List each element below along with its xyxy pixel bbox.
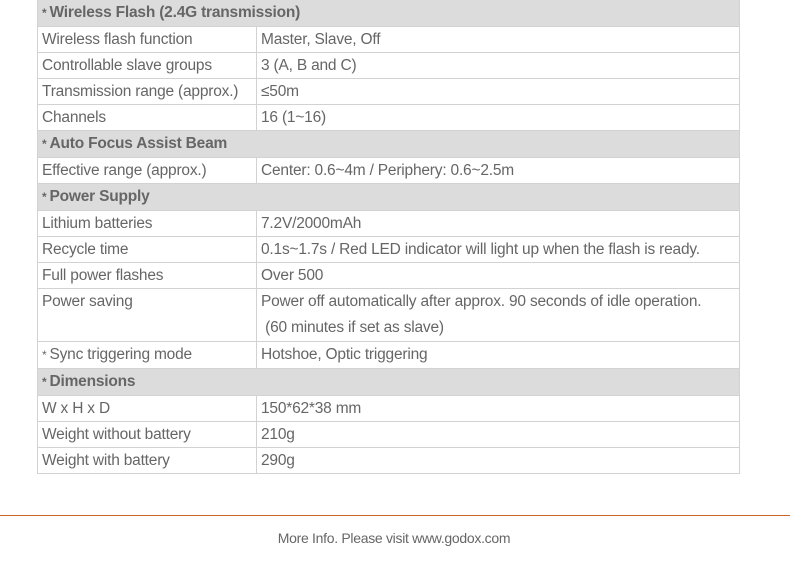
table-row: * Sync triggering mode Hotshoe, Optic trig… [37, 341, 740, 369]
table-row: Recycle time 0.1s~1.7s / Red LED indicato… [37, 236, 740, 263]
spec-value: 16 (1~16) [256, 104, 740, 131]
spec-label: Full power flashes [37, 262, 257, 289]
section-header-power-supply: * Power Supply [37, 183, 740, 211]
spec-value: 290g [256, 447, 740, 474]
section-title: Dimensions [49, 373, 136, 390]
table-row: Full power flashes Over 500 [37, 262, 740, 289]
spec-value: Master, Slave, Off [256, 26, 740, 53]
table-row: Weight with battery 290g [37, 447, 740, 474]
spec-label-text: Sync triggering mode [49, 346, 192, 363]
spec-label: Wireless flash function [37, 26, 257, 53]
bullet-star: * [42, 137, 47, 151]
spec-value: Hotshoe, Optic triggering [256, 341, 740, 369]
footer-divider [0, 515, 790, 516]
bullet-star: * [42, 375, 47, 389]
spec-label: Controllable slave groups [37, 52, 257, 79]
spec-label: Lithium batteries [37, 210, 257, 237]
spec-value: 3 (A, B and C) [256, 52, 740, 79]
spec-label: Power saving [37, 288, 257, 342]
spec-value-line: (60 minutes if set as slave) [261, 319, 444, 336]
spec-value: 150*62*38 mm [256, 395, 740, 422]
bullet-star: * [42, 6, 47, 20]
table-row: Controllable slave groups 3 (A, B and C) [37, 52, 740, 79]
spec-value: ≤50m [256, 78, 740, 105]
section-title: Wireless Flash (2.4G transmission) [49, 4, 301, 21]
footer-text: More Info. Please visit www.godox.com [277, 530, 511, 546]
spec-label: Transmission range (approx.) [37, 78, 257, 105]
spec-value-line: Power off automatically after approx. 90… [261, 293, 702, 310]
bullet-star: * [42, 348, 47, 362]
spec-value: Over 500 [256, 262, 740, 289]
spec-label: W x H x D [37, 395, 257, 422]
spec-value: 0.1s~1.7s / Red LED indicator will light… [256, 236, 740, 263]
table-row: Lithium batteries 7.2V/2000mAh [37, 210, 740, 237]
spec-label: Effective range (approx.) [37, 157, 257, 184]
section-header-wireless-flash: * Wireless Flash (2.4G transmission) [37, 0, 740, 27]
spec-label: Recycle time [37, 236, 257, 263]
spec-value: 7.2V/2000mAh [256, 210, 740, 237]
table-row: Weight without battery 210g [37, 421, 740, 448]
bullet-star: * [42, 190, 47, 204]
spec-value: 210g [256, 421, 740, 448]
spec-label: Channels [37, 104, 257, 131]
section-header-dimensions: * Dimensions [37, 368, 740, 396]
table-row: Transmission range (approx.) ≤50m [37, 78, 740, 105]
table-row: W x H x D 150*62*38 mm [37, 395, 740, 422]
section-title: Auto Focus Assist Beam [49, 135, 228, 152]
section-header-af-assist: * Auto Focus Assist Beam [37, 130, 740, 158]
table-row: Wireless flash function Master, Slave, Of… [37, 26, 740, 53]
spec-table: * Wireless Flash (2.4G transmission) Wire… [37, 0, 740, 474]
spec-label: Weight without battery [37, 421, 257, 448]
table-row: Effective range (approx.) Center: 0.6~4m … [37, 157, 740, 184]
spec-value: Power off automatically after approx. 90… [256, 288, 740, 342]
spec-value: Center: 0.6~4m / Periphery: 0.6~2.5m [256, 157, 740, 184]
section-title: Power Supply [49, 188, 150, 205]
spec-label: Weight with battery [37, 447, 257, 474]
table-row: Power saving Power off automatically afte… [37, 288, 740, 342]
table-row: Channels 16 (1~16) [37, 104, 740, 131]
spec-label: * Sync triggering mode [37, 341, 257, 369]
